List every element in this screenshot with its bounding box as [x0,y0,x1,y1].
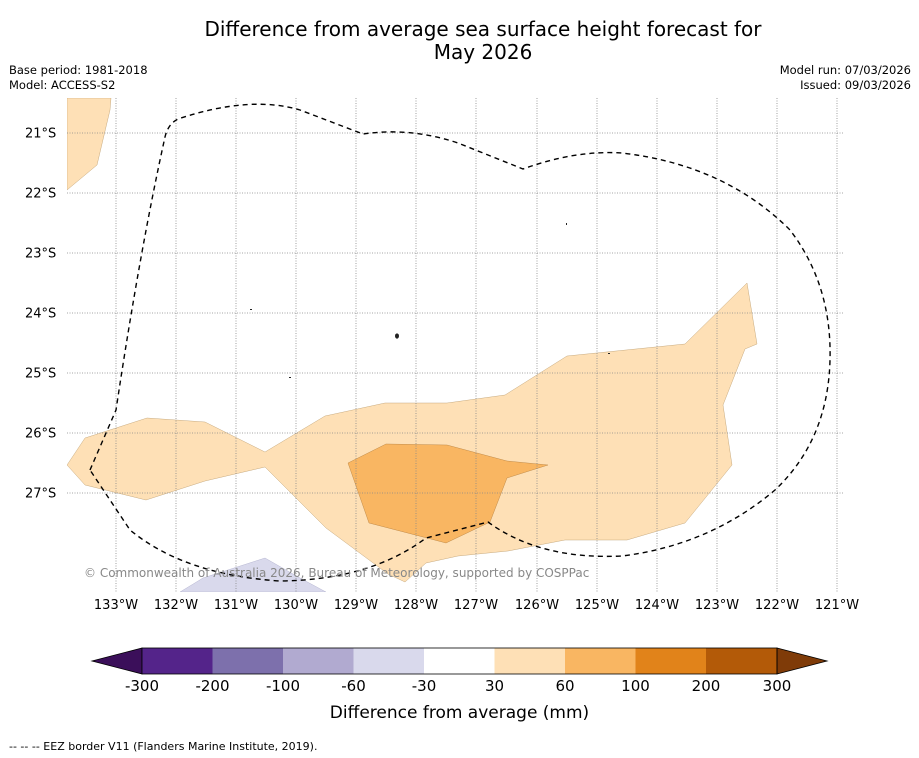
negative-anomaly-region-south [179,557,327,592]
lon-label-124w: 124°W [634,598,680,613]
island [250,309,252,310]
colorbar-tick: -200 [195,677,230,695]
meta-left: Base period: 1981-2018 Model: ACCESS-S2 [9,63,148,93]
island [395,333,399,339]
positive-anomaly-region-northwest [67,98,112,191]
lon-label-132w: 132°W [153,598,199,613]
lat-label-27s: 27°S [25,486,57,502]
island [566,223,567,225]
colorbar-tick: -60 [341,677,366,695]
colorbar-tick: -300 [124,677,160,695]
colorbar-bin [283,648,354,674]
lon-label-127w: 127°W [453,598,499,613]
colorbar-extend-high [776,647,829,675]
copyright-notice: © Commonwealth of Australia 2026, Bureau… [84,566,589,580]
eez-legend-note: -- -- -- EEZ border V11 (Flanders Marine… [9,740,318,753]
colorbar-tick: 100 [621,677,650,695]
model-run: Model run: 07/03/2026 [779,63,911,77]
lon-label-125w: 125°W [574,598,620,613]
colorbar-bin [353,648,424,674]
colorbar-tick: 60 [555,677,575,695]
positive-anomaly-region-main [67,282,758,583]
lat-label-22s: 22°S [25,186,57,202]
colorbar-extend-low [90,647,143,675]
model-name: Model: ACCESS-S2 [9,78,116,92]
title-line-1: Difference from average sea surface heig… [204,17,762,41]
colorbar [90,647,829,675]
colorbar-tick: -100 [265,677,301,695]
lon-label-128w: 128°W [393,598,439,613]
lat-label-26s: 26°S [25,426,57,442]
colorbar-frame [141,647,778,675]
base-period: Base period: 1981-2018 [9,63,148,77]
lat-label-24s: 24°S [25,306,57,322]
colorbar-bin [494,648,565,674]
lon-label-121w: 121°W [814,598,860,613]
lon-label-126w: 126°W [514,598,560,613]
colorbar-tick: -30 [411,677,437,695]
colorbar-tick: 300 [762,677,792,695]
lat-label-21s: 21°S [25,126,57,142]
positive-anomaly-region-core [347,443,549,544]
issued-date: Issued: 09/03/2026 [800,78,911,92]
lon-label-122w: 122°W [754,598,800,613]
lon-label-131w: 131°W [213,598,259,613]
lat-label-23s: 23°S [25,246,57,262]
graticule [67,98,843,592]
map-panel: © Commonwealth of Australia 2026, Bureau… [67,98,843,592]
island [289,377,291,378]
colorbar-bin [142,648,213,674]
colorbar-tick: 30 [484,677,505,695]
lon-label-129w: 129°W [333,598,379,613]
colorbar-bin [706,648,777,674]
title-line-2: May 2026 [433,40,533,64]
colorbar-bin [635,648,706,674]
colorbar-bin [212,648,283,674]
eez-border [89,103,831,582]
colorbar-label: Difference from average (mm) [329,703,590,723]
lat-label-25s: 25°S [25,366,57,382]
chart-title: Difference from average sea surface heig… [150,18,816,64]
colorbar-bin [424,648,495,674]
colorbar-tick: 200 [691,677,721,695]
lon-label-133w: 133°W [93,598,139,613]
islands [250,223,610,378]
lon-label-130w: 130°W [273,598,319,613]
island [608,353,610,354]
lon-label-123w: 123°W [694,598,740,613]
colorbar-bin [565,648,636,674]
meta-right: Model run: 07/03/2026 Issued: 09/03/2026 [780,63,911,93]
